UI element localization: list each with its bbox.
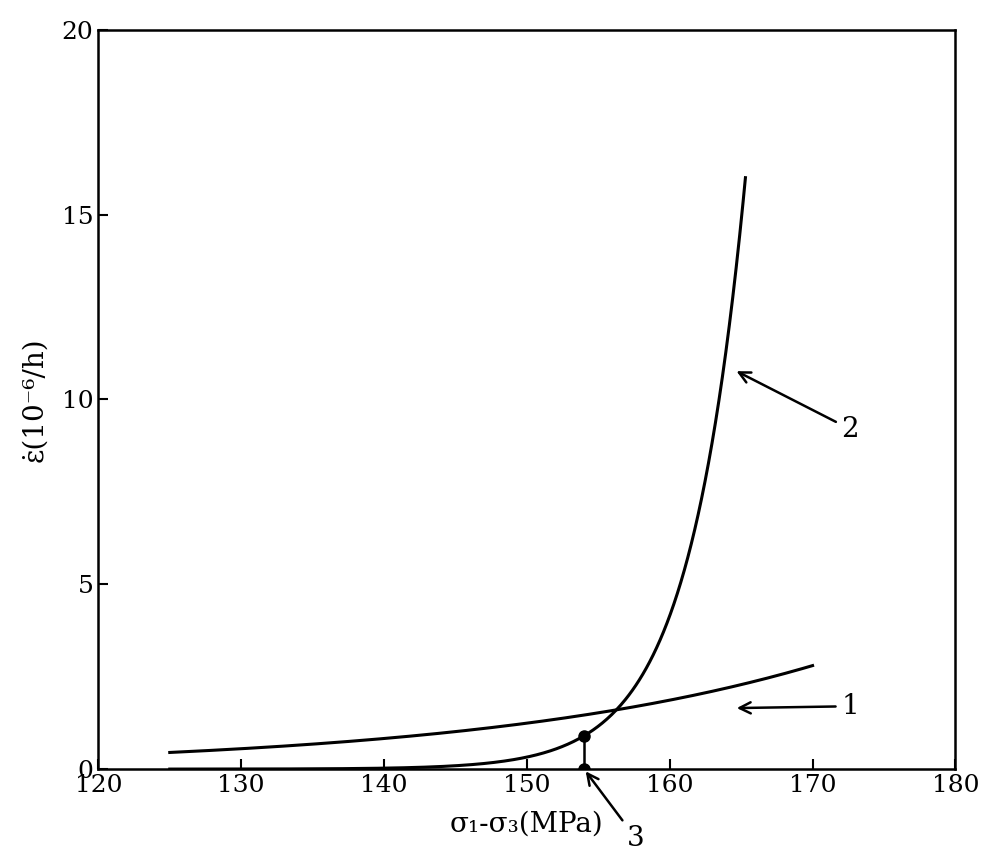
Text: 1: 1 [740,693,859,720]
X-axis label: σ₁-σ₃(MPa): σ₁-σ₃(MPa) [450,811,604,838]
Text: 3: 3 [587,773,644,851]
Y-axis label: ε̇(10⁻⁶/h): ε̇(10⁻⁶/h) [21,337,48,462]
Text: 2: 2 [739,373,859,442]
